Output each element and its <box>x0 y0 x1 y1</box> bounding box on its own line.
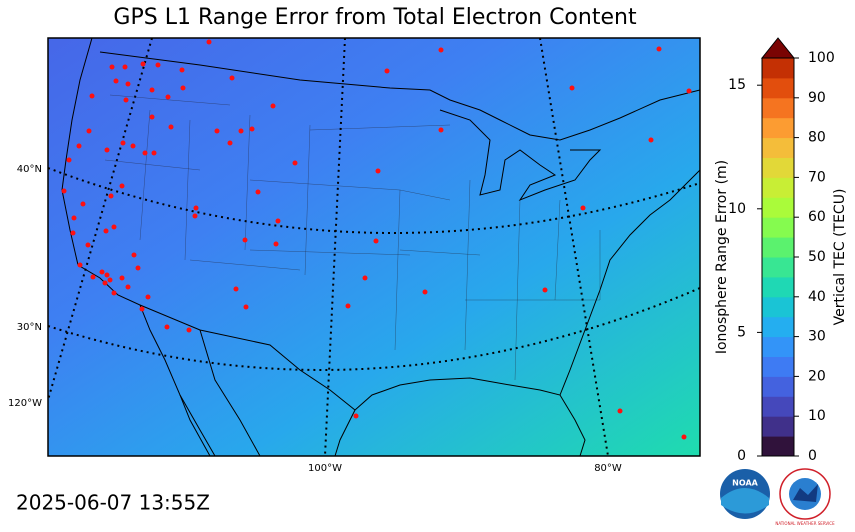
us-mexico-border <box>139 304 356 411</box>
coastline <box>61 38 216 456</box>
left-tick-label: 10 <box>728 201 746 217</box>
colorbar-segment <box>762 157 794 178</box>
colorbar-segment <box>762 137 794 158</box>
colorbar-segment <box>762 117 794 139</box>
baja <box>179 329 261 456</box>
colorbar-segment <box>762 97 794 119</box>
right-tick-label: 40 <box>808 289 826 305</box>
colorbar-segment <box>762 316 794 338</box>
state-lines <box>104 94 601 381</box>
left-tick-label: 0 <box>737 448 746 464</box>
noaa-logo: NOAA <box>720 469 770 519</box>
colorbar-segment <box>762 77 794 99</box>
right-tick-label: 10 <box>808 408 826 424</box>
lat-label: 30°N <box>17 322 42 333</box>
map <box>48 38 700 456</box>
right-tick-label: 30 <box>808 329 826 345</box>
right-tick-label: 100 <box>808 50 835 66</box>
right-tick-label: 70 <box>808 169 826 185</box>
graticule <box>48 38 700 456</box>
right-tick-label: 90 <box>808 90 826 106</box>
right-tick-label: 60 <box>808 209 826 225</box>
colorbar-segment <box>762 336 794 357</box>
lon-label: 80°W <box>594 463 622 474</box>
right-tick-label: 80 <box>808 130 826 146</box>
colorbar-segment <box>762 237 794 258</box>
colorbar-extension <box>760 37 796 59</box>
stations <box>61 39 692 440</box>
left-tick-label: 5 <box>737 324 746 340</box>
nws-text: NATIONAL WEATHER SERVICE <box>775 521 835 526</box>
lat-label: 40°N <box>17 164 42 175</box>
colorbar-segment <box>762 396 794 417</box>
gulf-coast <box>334 377 586 456</box>
right-tick-label: 0 <box>808 448 817 464</box>
great-lakes <box>439 109 602 202</box>
colorbar-right-label: Vertical TEC (TECU) <box>832 189 848 326</box>
colorbar-segment <box>762 436 794 457</box>
colorbar-segment <box>762 416 794 437</box>
nws-logo: NATIONAL WEATHER SERVICE <box>775 468 835 526</box>
colorbar-segment <box>762 376 794 397</box>
timestamp: 2025-06-07 13:55Z <box>16 491 210 515</box>
border <box>99 51 700 141</box>
tec-field <box>48 38 700 456</box>
colorbar-segment <box>762 58 794 79</box>
lon-label: 100°W <box>308 463 342 474</box>
east-coast <box>559 169 700 396</box>
right-tick-label: 20 <box>808 368 826 384</box>
colorbar-segment <box>762 356 794 377</box>
left-tick-label: 15 <box>728 77 746 93</box>
colorbar-left-label: Ionosphere Range Error (m) <box>714 160 730 354</box>
lon-label: 120°W <box>8 398 42 409</box>
noaa-text: NOAA <box>732 479 758 488</box>
right-tick-label: 50 <box>808 249 826 265</box>
colorbar-segment <box>762 296 794 318</box>
colorbar-segment <box>762 276 794 298</box>
colorbar-segment <box>762 197 794 218</box>
map-frame <box>47 37 701 457</box>
colorbar-segment <box>762 257 794 278</box>
title: GPS L1 Range Error from Total Electron C… <box>113 5 637 30</box>
colorbar: 0 5 10 15 0 10 20 30 40 50 60 70 80 90 100 <box>728 37 835 464</box>
colorbar-segment <box>762 217 794 238</box>
colorbar-segment <box>762 177 794 198</box>
